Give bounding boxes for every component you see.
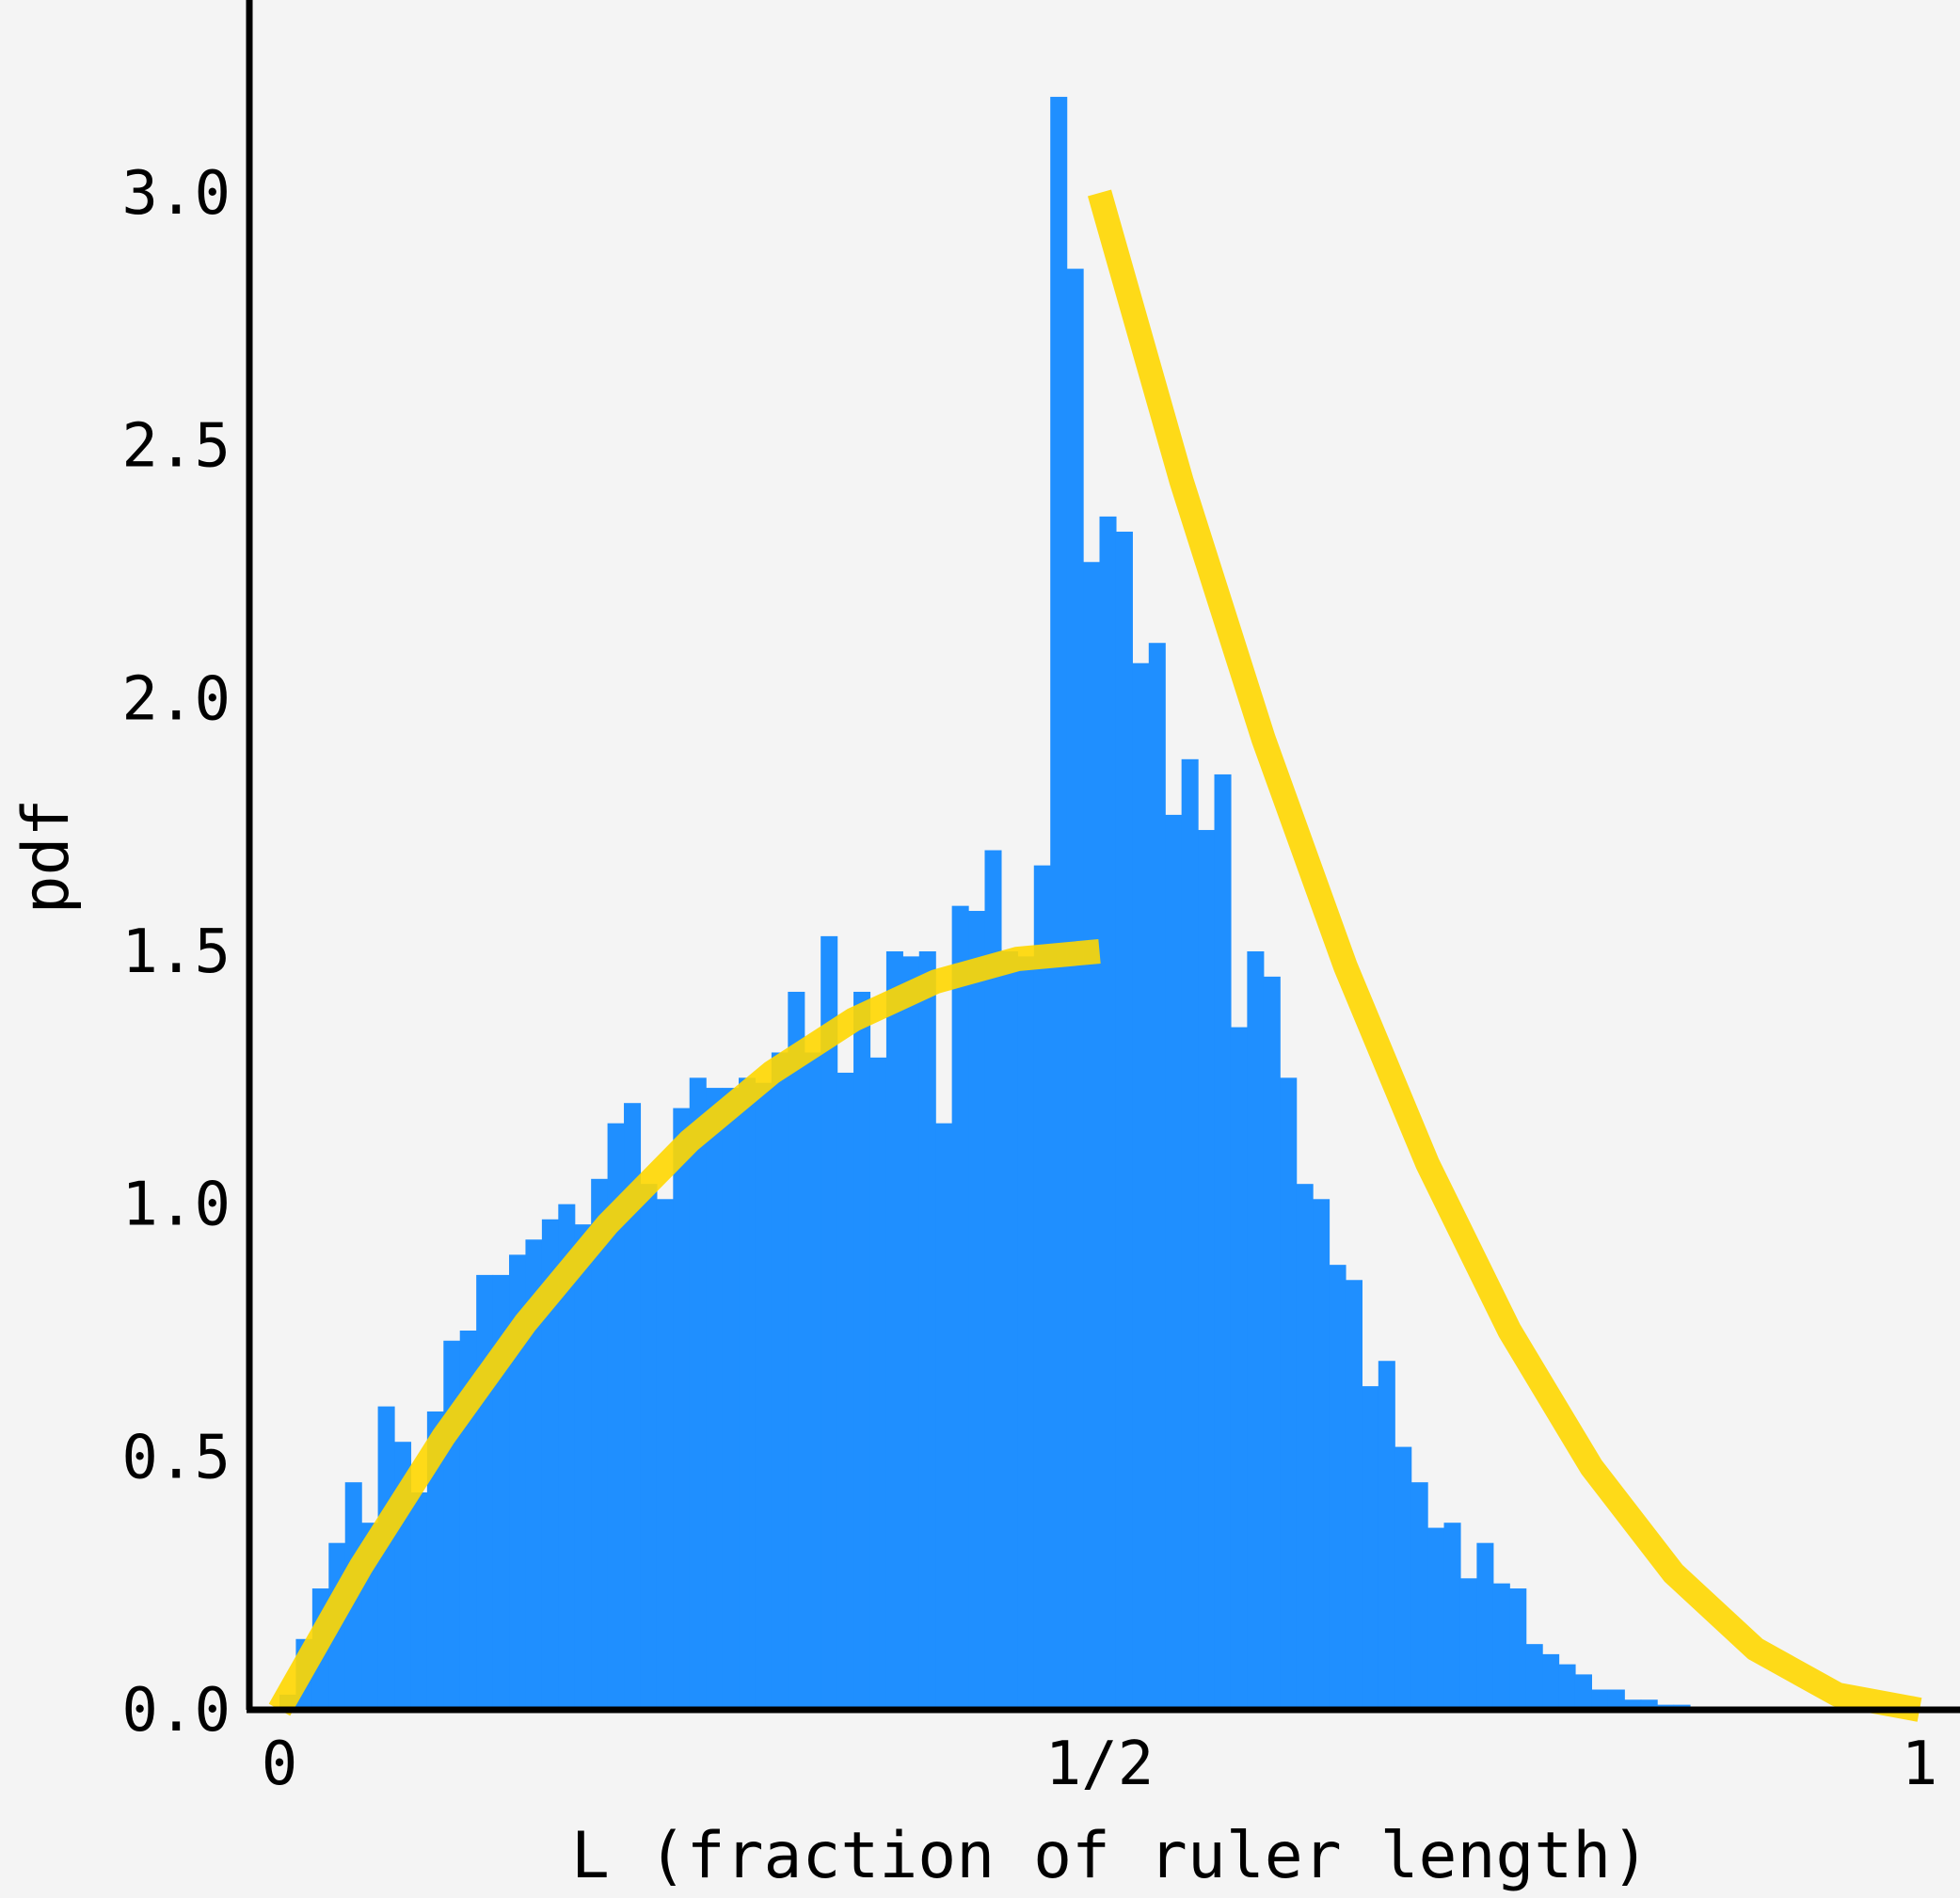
histogram-bar (1083, 562, 1101, 1710)
histogram-bar (656, 1199, 674, 1710)
histogram-bar (1427, 1527, 1445, 1710)
histogram-bar (1558, 1664, 1576, 1710)
y-tick-label: 0.5 (121, 1423, 231, 1492)
histogram-bar (1525, 1644, 1543, 1710)
pdf-curve-right (1087, 189, 1922, 1722)
histogram-bar (1313, 1199, 1331, 1710)
histogram-bar (1509, 1588, 1527, 1710)
histogram-bar (640, 1184, 658, 1710)
x-tick-labels: 0 1/2 1 (262, 1730, 1938, 1799)
histogram-bar (951, 905, 969, 1710)
histogram-bar (377, 1406, 395, 1710)
y-tick-label: 1.0 (121, 1171, 231, 1240)
histogram-bar (1165, 814, 1183, 1710)
histogram-bar (722, 1088, 740, 1710)
histogram-bar (1640, 1699, 1658, 1710)
histogram-bar (1296, 1184, 1314, 1710)
histogram-bar (1574, 1674, 1592, 1710)
histogram-bar (1345, 1280, 1362, 1710)
y-axis-title: pdf (9, 799, 84, 915)
histogram-bar (885, 951, 903, 1710)
histogram-bar (821, 935, 838, 1710)
histogram-bar (558, 1204, 576, 1710)
histogram-bar (853, 991, 871, 1710)
histogram-bar (1591, 1689, 1609, 1710)
histogram-bar (1099, 516, 1117, 1710)
x-tick-label: 1/2 (1045, 1730, 1155, 1799)
histogram-bar (804, 1052, 821, 1710)
histogram-bar (902, 956, 920, 1710)
histogram-bar (771, 1052, 789, 1710)
histogram-bar (607, 1123, 625, 1710)
histogram-bar (509, 1254, 527, 1710)
histogram-bar (1410, 1482, 1428, 1710)
y-tick-labels: 0.0 0.5 1.0 1.5 2.0 2.5 3.0 (121, 159, 231, 1746)
histogram-bar (1378, 1361, 1395, 1710)
histogram-bar (1033, 865, 1051, 1710)
histogram-bar (1017, 956, 1035, 1710)
histogram-bar (1542, 1653, 1560, 1710)
y-tick-label: 2.5 (121, 412, 231, 482)
histogram-bar (1132, 662, 1150, 1710)
histogram-bar (1492, 1583, 1510, 1710)
histogram-bar (541, 1219, 559, 1710)
histogram-bar (755, 1082, 773, 1710)
y-tick-label: 0.0 (121, 1676, 231, 1746)
histogram-bar (869, 1057, 887, 1710)
y-tick-label: 3.0 (121, 159, 231, 229)
histogram-bar (918, 951, 936, 1710)
histogram-bar (706, 1088, 724, 1710)
histogram-bar (1476, 1542, 1494, 1710)
histogram-bar (689, 1077, 707, 1710)
histogram-bar (1443, 1523, 1461, 1710)
histogram-bar (1066, 268, 1084, 1711)
theoretical-pdf-curves (268, 189, 1922, 1722)
x-axis-title: L (fraction of ruler length) (571, 1819, 1649, 1893)
histogram-bar (476, 1274, 494, 1710)
histogram-bar (935, 1123, 953, 1710)
histogram-bar (673, 1108, 691, 1710)
histogram-bar (1263, 976, 1281, 1710)
histogram-bar (1050, 96, 1068, 1711)
y-tick-label: 2.0 (121, 664, 231, 734)
histogram-bar (525, 1239, 543, 1710)
histogram-bar (739, 1077, 757, 1710)
histogram-bar (984, 850, 1002, 1710)
histogram-bar (1280, 1077, 1298, 1710)
histogram-bar (1115, 532, 1133, 1710)
axes (246, 0, 1960, 1714)
histogram-bar (624, 1103, 642, 1710)
histogram-bar (837, 1072, 854, 1710)
histogram-bar (1181, 758, 1199, 1710)
histogram-bar (1198, 830, 1216, 1710)
histogram-bar (968, 911, 986, 1710)
histogram-bar (1230, 1027, 1248, 1710)
histogram-bar (1607, 1689, 1625, 1710)
histogram-bar (1000, 951, 1018, 1710)
histogram-bar (591, 1178, 609, 1710)
histogram-bar (1329, 1265, 1347, 1710)
histogram-bar (492, 1274, 510, 1710)
histogram-bar (1624, 1699, 1642, 1710)
histogram-bar (1247, 951, 1265, 1710)
x-tick-label: 0 (262, 1730, 298, 1799)
histogram-bars (279, 96, 1691, 1711)
histogram-bar (1459, 1578, 1477, 1710)
histogram-bar (1148, 643, 1166, 1710)
histogram-bar (1214, 774, 1232, 1710)
histogram-bar (574, 1224, 592, 1710)
histogram-bar (1394, 1446, 1412, 1710)
pdf-curve-left (268, 939, 1101, 1716)
histogram-bar (410, 1491, 428, 1710)
y-tick-label: 1.5 (121, 917, 231, 987)
histogram-bar (1362, 1386, 1379, 1710)
histogram-bar (788, 991, 805, 1710)
x-tick-label: 1 (1902, 1730, 1938, 1799)
histogram-bar (426, 1411, 444, 1710)
